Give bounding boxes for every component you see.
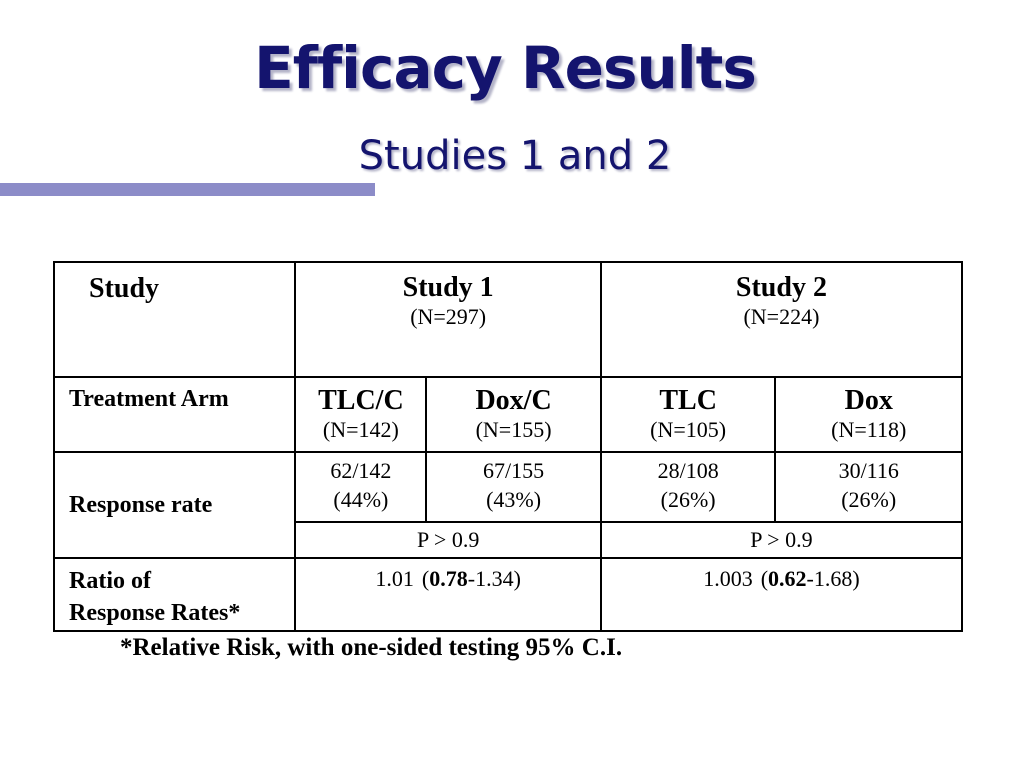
study1-pvalue-cell: P > 0.9 <box>294 521 602 559</box>
study1-pvalue: P > 0.9 <box>417 526 480 552</box>
study-label: Study <box>89 273 160 304</box>
study2-ci-open: ( <box>760 566 769 591</box>
study2-ci-rest: -1.68) <box>806 566 860 591</box>
table-row-ratio: Ratio of Response Rates* 1.01 (0.78-1.34… <box>52 557 964 632</box>
treatment-label: Treatment Arm <box>69 386 229 412</box>
study1-name: Study 1 <box>402 272 494 303</box>
response-pct: (43%) <box>486 486 542 512</box>
response-cell: 62/142 (44%) <box>294 451 428 523</box>
ratio-label-line2: Response Rates* <box>69 600 241 627</box>
study2-name: Study 2 <box>735 272 827 303</box>
study2-pvalue-cell: P > 0.9 <box>599 521 964 559</box>
response-cell: 30/116 (26%) <box>774 451 963 523</box>
title-rule <box>0 183 375 196</box>
arm-name: TLC/C <box>318 385 404 416</box>
table-row-pvalue: P > 0.9 P > 0.9 <box>54 521 964 559</box>
arm-cell: Dox/C (N=155) <box>425 376 602 453</box>
study1-ci-low: 0.78 <box>429 566 468 591</box>
response-count: 62/142 <box>330 458 392 483</box>
study1-n: (N=297) <box>410 303 487 329</box>
study2-ratio-estimate: 1.003 <box>703 566 753 591</box>
study1-ratio-estimate: 1.01 <box>375 566 414 591</box>
arm-cell: Dox (N=118) <box>774 376 963 453</box>
arm-n: (N=105) <box>650 416 727 442</box>
arm-n: (N=118) <box>831 416 907 442</box>
ratio-label-line1: Ratio of <box>69 568 151 594</box>
footnote: *Relative Risk, with one-sided testing 9… <box>120 634 623 661</box>
response-pct: (26%) <box>660 486 716 512</box>
table-row-response: Response rate 62/142 (44%) 67/155 (43%) … <box>52 451 963 559</box>
arm-name: Dox/C <box>475 385 552 416</box>
response-pct: (44%) <box>333 486 389 512</box>
arm-cell: TLC (N=105) <box>599 376 777 453</box>
arm-n: (N=155) <box>475 416 552 442</box>
study1-ci-open: ( <box>421 566 430 591</box>
study2-n: (N=224) <box>743 303 820 329</box>
slide-subtitle: Studies 1 and 2 <box>358 133 672 179</box>
response-label-cell: Response rate <box>52 451 297 559</box>
response-cell: 28/108 (26%) <box>599 451 777 523</box>
response-cell: 67/155 (43%) <box>425 451 602 523</box>
arm-n: (N=142) <box>322 416 399 442</box>
study1-ci-rest: -1.34) <box>467 566 521 591</box>
study2-pvalue: P > 0.9 <box>750 526 813 552</box>
treatment-label-cell: Treatment Arm <box>52 376 297 453</box>
efficacy-table: Study Study 1 (N=297) Study 2 (N=224) Tr… <box>52 261 964 632</box>
study2-ci-low: 0.62 <box>768 566 807 591</box>
table-row-treatment: Treatment Arm TLC/C (N=142) Dox/C (N=155… <box>52 376 963 453</box>
response-pct: (26%) <box>841 486 897 512</box>
arm-name: Dox <box>844 385 893 416</box>
table-row-study: Study Study 1 (N=297) Study 2 (N=224) <box>52 261 964 378</box>
slide-title: Efficacy Results <box>254 34 757 102</box>
study1-ratio-cell: 1.01 (0.78-1.34) <box>294 557 602 632</box>
response-count: 67/155 <box>483 458 545 483</box>
response-count: 30/116 <box>838 458 899 483</box>
arm-name: TLC <box>659 385 717 416</box>
study1-header-cell: Study 1 (N=297) <box>294 261 602 378</box>
study2-header-cell: Study 2 (N=224) <box>599 261 964 378</box>
arm-cell: TLC/C (N=142) <box>294 376 428 453</box>
response-label: Response rate <box>69 491 213 518</box>
study-label-cell: Study <box>52 261 297 378</box>
study2-ratio-cell: 1.003 (0.62-1.68) <box>599 557 964 632</box>
response-count: 28/108 <box>657 458 719 483</box>
ratio-label-cell: Ratio of Response Rates* <box>52 557 297 632</box>
